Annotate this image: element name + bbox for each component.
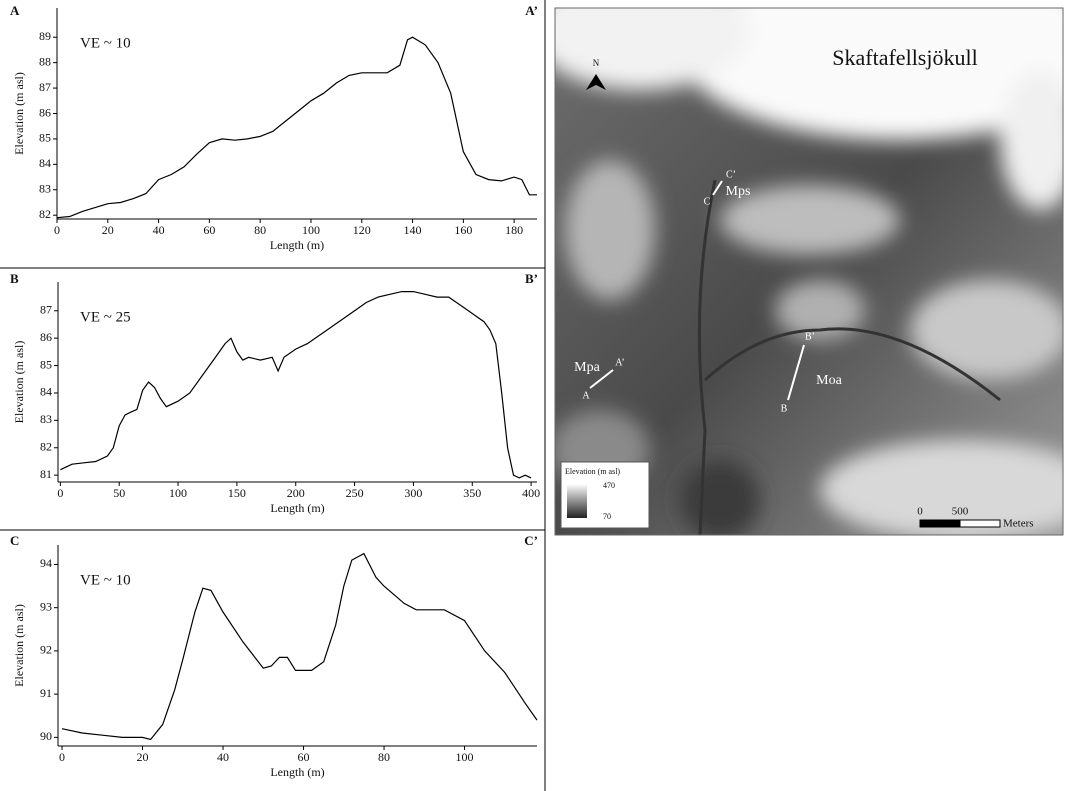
profile-line — [56, 36, 537, 219]
y-tick-label: 90 — [40, 729, 52, 743]
y-tick-label: 85 — [39, 131, 51, 145]
y-axis-label: Elevation (m asl) — [12, 604, 26, 687]
panel-end-label: A’ — [525, 3, 538, 18]
y-tick-label: 82 — [40, 440, 52, 454]
scale-bar — [919, 519, 961, 528]
y-tick-label: 87 — [39, 80, 51, 94]
x-tick-label: 80 — [254, 223, 266, 237]
x-tick-label: 0 — [54, 223, 60, 237]
scale-unit: Meters — [1003, 518, 1034, 530]
y-tick-label: 86 — [39, 105, 51, 119]
y-tick-label: 94 — [40, 556, 52, 570]
x-tick-label: 80 — [378, 750, 390, 764]
x-tick-label: 120 — [353, 223, 371, 237]
map-title: Skaftafellsjökull — [832, 45, 977, 70]
annotation: VE ~ 10 — [80, 35, 131, 51]
x-axis-label: Length (m) — [270, 765, 324, 779]
y-tick-label: 85 — [40, 357, 52, 371]
legend-min: 70 — [603, 512, 611, 521]
map-frame — [554, 7, 1064, 536]
profile-end: A’ — [615, 357, 624, 368]
x-axis-label: Length (m) — [270, 501, 324, 515]
y-tick-label: 87 — [40, 303, 52, 317]
y-tick-label: 91 — [40, 686, 52, 700]
x-tick-label: 400 — [522, 486, 540, 500]
y-tick-label: 84 — [39, 156, 51, 170]
x-tick-label: 20 — [102, 223, 114, 237]
y-tick-label: 89 — [39, 29, 51, 43]
scale-bar — [959, 519, 1001, 528]
x-tick-label: 350 — [463, 486, 481, 500]
scale-label: 500 — [952, 506, 969, 518]
y-axis-label: Elevation (m asl) — [12, 72, 26, 155]
landform-label: Mps — [726, 184, 751, 199]
x-tick-label: 160 — [454, 223, 472, 237]
profile-start: A — [582, 390, 590, 401]
y-tick-label: 81 — [40, 467, 52, 481]
y-tick-label: 84 — [40, 385, 52, 399]
x-tick-label: 250 — [346, 486, 364, 500]
landform-label: Moa — [816, 373, 842, 388]
x-tick-label: 60 — [298, 750, 310, 764]
x-tick-label: 40 — [153, 223, 165, 237]
legend-max: 470 — [603, 481, 615, 490]
profile-line — [60, 291, 532, 479]
y-axis-label: Elevation (m asl) — [12, 341, 26, 424]
legend-title: Elevation (m asl) — [565, 467, 620, 476]
x-tick-label: 300 — [404, 486, 422, 500]
profile-line — [787, 344, 805, 401]
profile-line — [589, 369, 614, 389]
x-tick-label: 100 — [169, 486, 187, 500]
y-tick-label: 82 — [39, 207, 51, 221]
scale-label: 0 — [917, 506, 923, 518]
profile-start: B — [781, 403, 788, 414]
panel-label: B — [10, 271, 19, 286]
panel-label: A — [10, 3, 20, 18]
x-tick-label: 40 — [217, 750, 229, 764]
x-tick-label: 140 — [404, 223, 422, 237]
north-label: N — [593, 58, 600, 68]
profile-line — [712, 180, 723, 196]
x-tick-label: 0 — [57, 486, 63, 500]
y-tick-label: 83 — [40, 412, 52, 426]
x-tick-label: 200 — [287, 486, 305, 500]
y-tick-label: 83 — [39, 182, 51, 196]
profile-line — [61, 552, 538, 741]
legend-ramp — [567, 484, 587, 518]
x-axis-label: Length (m) — [270, 238, 324, 252]
x-tick-label: 20 — [137, 750, 149, 764]
x-tick-label: 60 — [203, 223, 215, 237]
y-tick-label: 93 — [40, 599, 52, 613]
x-tick-label: 0 — [59, 750, 65, 764]
y-tick-label: 88 — [39, 54, 51, 68]
annotation: VE ~ 10 — [80, 572, 131, 588]
x-tick-label: 180 — [505, 223, 523, 237]
x-tick-label: 100 — [302, 223, 320, 237]
panel-end-label: C’ — [524, 533, 538, 548]
profile-start: C — [704, 196, 711, 207]
panel-end-label: B’ — [525, 271, 538, 286]
annotation: VE ~ 25 — [80, 309, 131, 325]
profile-end: C’ — [726, 169, 736, 180]
x-tick-label: 100 — [456, 750, 474, 764]
north-arrow — [586, 74, 606, 90]
profile-end: B’ — [805, 331, 815, 342]
y-tick-label: 86 — [40, 330, 52, 344]
y-tick-label: 92 — [40, 643, 52, 657]
terrain — [555, 8, 1063, 535]
landform-label: Mpa — [574, 360, 600, 375]
map — [555, 8, 1063, 535]
panel-label: C — [10, 533, 19, 548]
x-tick-label: 150 — [228, 486, 246, 500]
x-tick-label: 50 — [113, 486, 125, 500]
